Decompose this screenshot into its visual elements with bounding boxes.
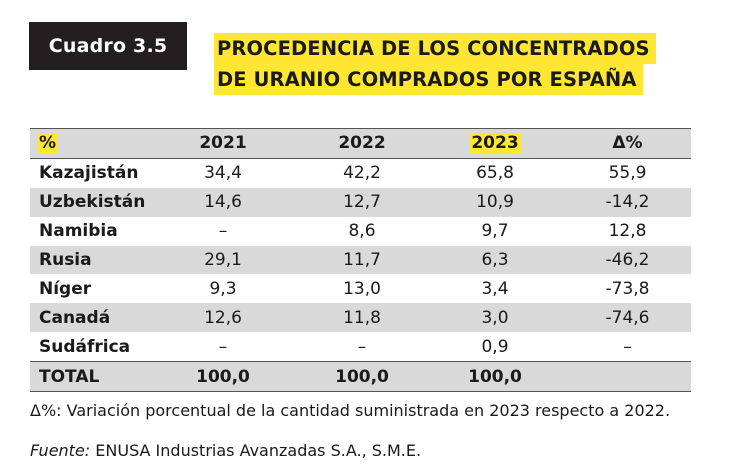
table-row: Rusia 29,1 11,7 6,3 -46,2 <box>30 245 691 275</box>
header-cell-2022: 2022 <box>338 133 386 154</box>
cell-2022: 13,0 <box>343 278 381 299</box>
cell-2023: 9,7 <box>481 221 509 242</box>
table-row: Kazajistán 34,4 42,2 65,8 55,9 <box>30 158 691 187</box>
cell-2023: 65,8 <box>476 163 514 184</box>
cell-2022: – <box>357 336 367 357</box>
row-label: Canadá <box>39 307 111 328</box>
cell-delta <box>564 362 691 392</box>
cell-2023: 0,9 <box>481 336 509 357</box>
cell-2021: 29,1 <box>204 250 242 270</box>
cell-2022: 11,8 <box>343 307 381 328</box>
cell-2023: 3,0 <box>481 307 509 328</box>
header-cell-unit: % <box>30 129 148 159</box>
row-label: Rusia <box>39 250 92 270</box>
cell-delta: -46,2 <box>605 250 650 270</box>
table-number-badge: Cuadro 3.5 <box>29 22 187 70</box>
badge-label: Cuadro 3.5 <box>48 35 168 57</box>
cell-2022: 12,7 <box>343 192 381 213</box>
row-label: Namibia <box>39 221 118 242</box>
title-line-2: DE URANIO COMPRADOS POR ESPAÑA <box>214 64 643 95</box>
cell-delta: – <box>623 336 632 357</box>
row-label: Kazajistán <box>39 163 139 184</box>
cell-2023: 10,9 <box>476 192 514 213</box>
uranium-origin-table: % 2021 2022 2023 Δ% Kazajistán 34,4 42,2… <box>30 128 691 392</box>
table-row: Namibia – 8,6 9,7 12,8 <box>30 217 691 246</box>
cell-2021: 100,0 <box>196 366 250 387</box>
header-unit-text: % <box>37 133 59 154</box>
cell-2021: 34,4 <box>204 163 242 184</box>
table-title: PROCEDENCIA DE LOS CONCENTRADOS DE URANI… <box>214 33 656 95</box>
source-label: Fuente: <box>30 441 91 460</box>
header-2023-text: 2023 <box>469 133 521 154</box>
row-label: Sudáfrica <box>39 336 131 357</box>
cell-2022: 11,7 <box>343 250 381 270</box>
cell-2021: 12,6 <box>204 307 242 328</box>
table-row: Sudáfrica – – 0,9 – <box>30 332 691 361</box>
header-cell-2023: 2023 <box>426 129 564 159</box>
footnote: Δ%: Variación porcentual de la cantidad … <box>30 401 671 420</box>
row-label: Uzbekistán <box>39 192 146 213</box>
cell-2022: 8,6 <box>348 221 376 242</box>
cell-delta: 55,9 <box>608 163 647 184</box>
table-total-row: TOTAL 100,0 100,0 100,0 <box>30 361 691 392</box>
cell-2022: 100,0 <box>335 366 389 387</box>
header-cell-2021: 2021 <box>199 133 247 154</box>
cell-2021: – <box>218 336 228 357</box>
source-text: ENUSA Industrias Avanzadas S.A., S.M.E. <box>90 441 422 460</box>
cell-2023: 100,0 <box>468 366 522 387</box>
header-cell-delta: Δ% <box>612 133 643 154</box>
row-label: Níger <box>39 278 92 299</box>
cell-2023: 6,3 <box>481 250 509 270</box>
cell-delta: -14,2 <box>605 192 650 213</box>
table-row: Uzbekistán 14,6 12,7 10,9 -14,2 <box>30 187 691 217</box>
cell-2023: 3,4 <box>481 278 509 299</box>
source-line: Fuente: ENUSA Industrias Avanzadas S.A.,… <box>30 441 421 460</box>
table-header-row: % 2021 2022 2023 Δ% <box>30 128 691 159</box>
cell-delta: -73,8 <box>605 278 650 299</box>
cell-2021: – <box>218 221 228 242</box>
table-row: Canadá 12,6 11,8 3,0 -74,6 <box>30 303 691 333</box>
cell-2021: 14,6 <box>204 192 242 213</box>
title-line-1: PROCEDENCIA DE LOS CONCENTRADOS <box>214 33 656 64</box>
cell-2022: 42,2 <box>343 163 381 184</box>
cell-delta: -74,6 <box>605 307 650 328</box>
row-label: TOTAL <box>39 366 100 387</box>
cell-delta: 12,8 <box>608 221 647 242</box>
table-row: Níger 9,3 13,0 3,4 -73,8 <box>30 274 691 303</box>
cell-2021: 9,3 <box>209 278 237 299</box>
